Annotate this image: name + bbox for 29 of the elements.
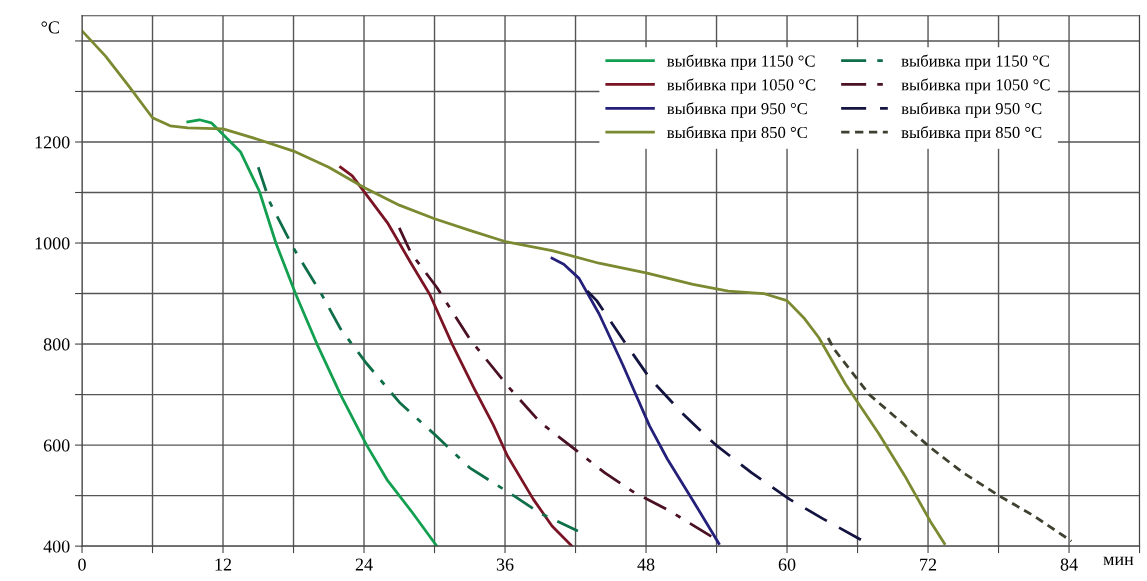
legend-label: выбивка при 1050 °C	[901, 78, 1050, 94]
line-series	[339, 165, 574, 547]
y-tick-label: 400	[43, 540, 70, 553]
legend-label: выбивка при 950 °C	[667, 102, 807, 118]
line-series	[550, 256, 721, 545]
line-series	[256, 165, 580, 533]
line-series	[585, 289, 865, 543]
y-tick-label: 800	[43, 338, 70, 351]
x-tick-label: 36	[496, 558, 514, 571]
legend-label: выбивка при 850 °C	[667, 125, 807, 142]
y-axis-title: °C	[41, 21, 59, 34]
legend-label: выбивка при 1150 °C	[667, 54, 815, 71]
legend-label: выбивка при 1050 °C	[667, 78, 816, 94]
y-tick-label: 600	[43, 439, 70, 452]
legend-label: выбивка при 850 °C	[901, 125, 1042, 142]
x-tick-label: 48	[637, 558, 655, 571]
x-tick-label: 12	[215, 558, 232, 571]
x-tick-label: 24	[355, 558, 373, 571]
y-tick-label: 1000	[35, 237, 70, 250]
x-tick-label: 0	[78, 558, 86, 571]
x-tick-label: 60	[778, 558, 796, 571]
x-tick-label: 84	[1060, 558, 1078, 571]
x-tick-label: 72	[920, 558, 937, 571]
legend-label: выбивка при 1150 °C	[901, 54, 1049, 71]
x-axis-title: мин	[1103, 556, 1134, 566]
line-series	[186, 118, 439, 547]
y-tick-label: 1200	[35, 136, 70, 149]
line-series	[826, 336, 1073, 543]
legend-label: выбивка при 950 °C	[901, 102, 1042, 118]
